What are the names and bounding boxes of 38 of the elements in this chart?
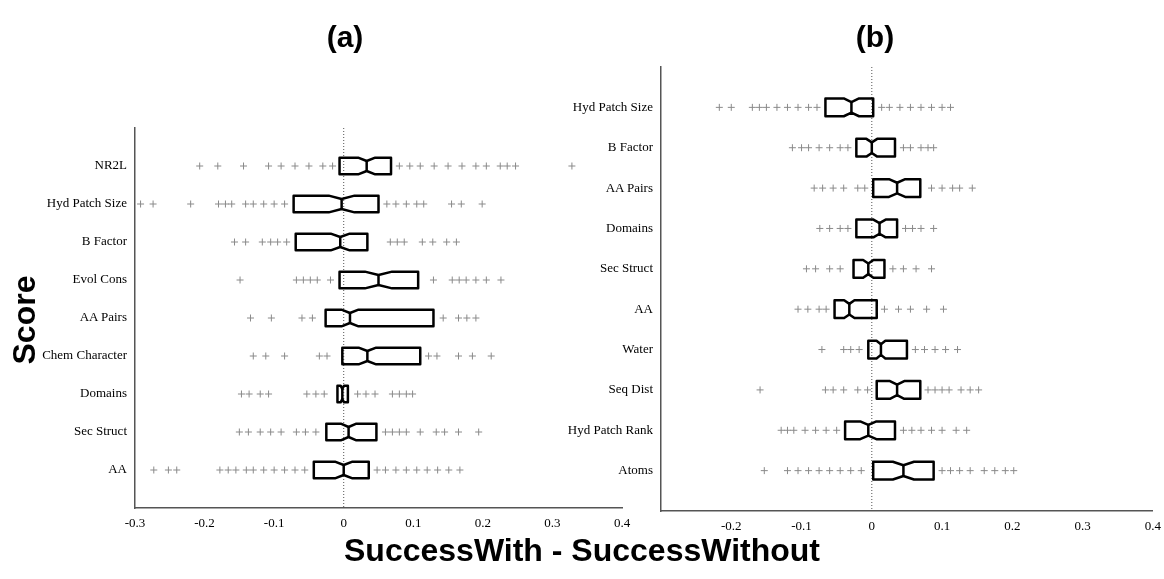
y-tick-label: Atoms — [618, 462, 653, 478]
y-tick-label: Chem Character — [42, 347, 128, 363]
y-tick-label: Seq Dist — [608, 381, 654, 397]
y-tick-label: Hyd Patch Size — [572, 98, 654, 114]
y-tick-label: Sec Struct — [599, 260, 654, 276]
y-tick-label: AA Pairs — [605, 179, 653, 195]
x-axis-title: SuccessWith - SuccessWithout — [344, 532, 820, 569]
y-tick-label: Hyd Patch Size — [46, 195, 128, 211]
x-tick-label: 0 — [868, 518, 876, 534]
x-tick-label: 0.3 — [1074, 518, 1091, 534]
x-tick-label: 0.1 — [405, 515, 422, 531]
y-tick-label: AA — [634, 300, 654, 316]
x-tick-label: 0.2 — [1004, 518, 1021, 534]
y-tick-label: Evol Cons — [72, 271, 127, 287]
x-tick-label: -0.1 — [263, 515, 285, 531]
y-tick-label: Hyd Patch Rank — [567, 421, 654, 437]
x-tick-label: 0.2 — [474, 515, 491, 531]
y-tick-label: NR2L — [94, 157, 128, 173]
y-tick-label: Domains — [606, 219, 653, 235]
chart-title: (b) — [855, 20, 895, 54]
x-tick-label: -0.1 — [791, 518, 812, 534]
y-tick-label: AA — [108, 461, 128, 477]
x-tick-label: -0.2 — [194, 515, 215, 531]
y-tick-label: Domains — [80, 385, 127, 401]
x-tick-label: 0.1 — [933, 518, 951, 534]
y-axis-title: Score — [5, 275, 43, 365]
y-tick-label: B Factor — [81, 233, 128, 249]
chart-title: (a) — [326, 20, 364, 54]
x-tick-label: -0.3 — [124, 515, 146, 531]
y-tick-label: Water — [622, 340, 654, 356]
x-tick-label: 0.4 — [1144, 518, 1162, 534]
x-tick-label: 0 — [340, 515, 347, 531]
y-tick-label: Sec Struct — [73, 423, 128, 439]
x-tick-label: 0.3 — [544, 515, 561, 531]
y-tick-label: AA Pairs — [79, 309, 127, 325]
x-tick-label: 0.4 — [613, 515, 631, 531]
y-tick-label: B Factor — [607, 139, 654, 155]
x-tick-label: -0.2 — [720, 518, 742, 534]
